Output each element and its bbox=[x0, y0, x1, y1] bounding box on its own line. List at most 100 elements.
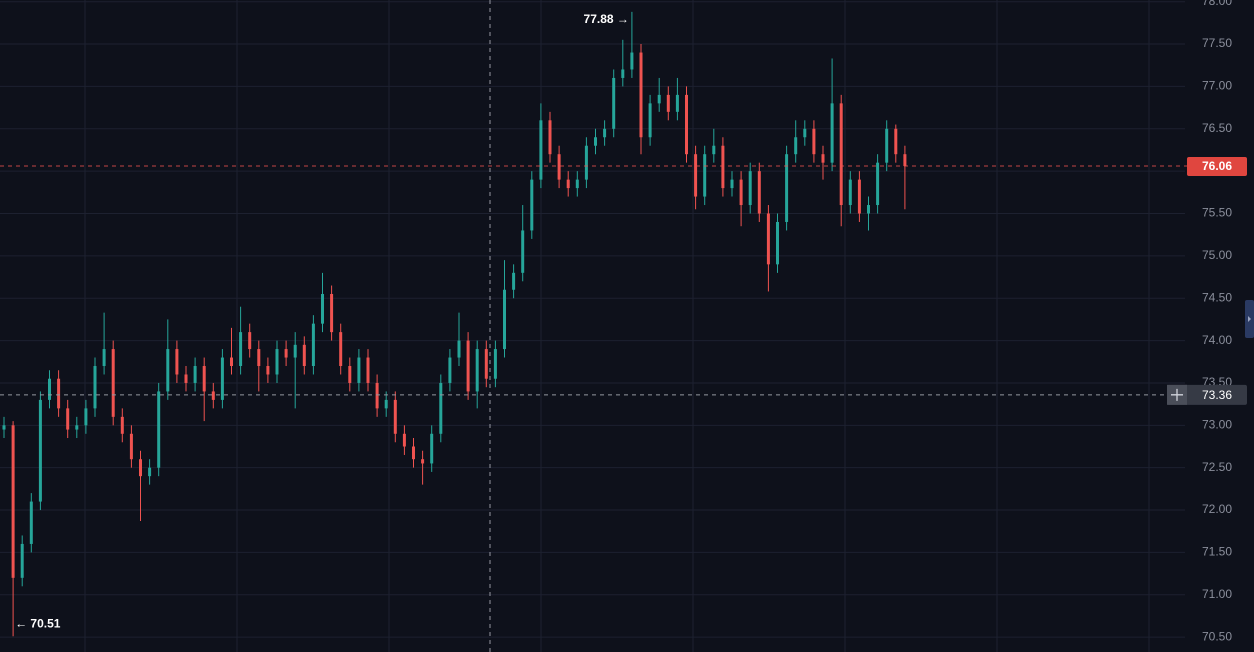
candle-body bbox=[84, 408, 88, 426]
candle-body bbox=[821, 154, 825, 163]
candle-body bbox=[903, 154, 907, 167]
candle-body bbox=[220, 357, 224, 400]
candle-body bbox=[184, 374, 188, 383]
candle-body bbox=[867, 205, 870, 214]
candle-body bbox=[129, 433, 133, 460]
candle-body bbox=[603, 128, 607, 138]
candle-body bbox=[157, 391, 161, 468]
candle-body bbox=[339, 332, 343, 367]
extreme-label: ← 70.51 bbox=[15, 616, 61, 630]
candle-body bbox=[803, 128, 807, 138]
candle-body bbox=[530, 179, 534, 231]
y-tick-label: 75.00 bbox=[1202, 248, 1232, 262]
last-price-badge bbox=[1187, 157, 1247, 177]
candle-body bbox=[493, 349, 497, 379]
candle-body bbox=[484, 349, 488, 379]
candle-body bbox=[776, 221, 779, 265]
candle-body bbox=[648, 103, 652, 138]
y-tick-label: 72.00 bbox=[1202, 502, 1232, 516]
candle-body bbox=[521, 230, 525, 273]
candle-body bbox=[357, 357, 361, 383]
candle-body bbox=[566, 179, 570, 189]
candle-body bbox=[639, 52, 643, 138]
candle-body bbox=[766, 213, 770, 265]
candle-body bbox=[248, 332, 252, 350]
y-tick-label: 76.50 bbox=[1202, 121, 1232, 135]
candle-body bbox=[230, 357, 233, 367]
candle-body bbox=[193, 366, 197, 383]
candle-body bbox=[439, 382, 443, 434]
candle-body bbox=[612, 77, 616, 129]
candle-body bbox=[384, 399, 388, 409]
candle-body bbox=[539, 120, 543, 180]
candle-body bbox=[457, 340, 461, 358]
candle-body bbox=[257, 349, 261, 367]
y-tick-label: 77.50 bbox=[1202, 36, 1232, 50]
candle-body bbox=[657, 94, 661, 104]
candle-body bbox=[2, 425, 6, 430]
candle-body bbox=[348, 366, 352, 383]
candle-body bbox=[730, 179, 734, 189]
y-tick-label: 75.50 bbox=[1202, 206, 1232, 220]
candle-body bbox=[412, 446, 415, 460]
candle-body bbox=[812, 128, 816, 155]
candle-body bbox=[694, 154, 698, 197]
y-tick-label: 74.00 bbox=[1202, 333, 1232, 347]
candle-body bbox=[402, 433, 406, 447]
candle-body bbox=[548, 120, 552, 155]
candle-body bbox=[266, 366, 270, 375]
last-price-label: 76.06 bbox=[1202, 159, 1232, 173]
candle-body bbox=[712, 145, 716, 155]
candle-body bbox=[148, 467, 152, 477]
candle-body bbox=[29, 501, 33, 544]
candle-body bbox=[38, 399, 42, 502]
candle-body bbox=[284, 349, 288, 358]
side-tab-arrow bbox=[1248, 316, 1251, 322]
candle-body bbox=[166, 349, 170, 392]
candle-body bbox=[594, 137, 597, 146]
candle-body bbox=[575, 179, 579, 189]
candle-body bbox=[430, 433, 434, 464]
candle-body bbox=[475, 349, 479, 392]
candle-body bbox=[20, 543, 24, 578]
candle-body bbox=[311, 323, 315, 367]
candle-body bbox=[666, 94, 670, 112]
candle-body bbox=[830, 103, 834, 163]
candle-body bbox=[211, 391, 215, 400]
candle-body bbox=[503, 289, 506, 350]
crosshair-label: 73.36 bbox=[1202, 388, 1232, 402]
y-tick-label: 78.00 bbox=[1202, 0, 1232, 8]
candle-body bbox=[703, 154, 707, 197]
candles bbox=[2, 11, 907, 637]
y-tick-label: 73.00 bbox=[1202, 417, 1232, 431]
candle-body bbox=[857, 179, 861, 214]
candle-body bbox=[11, 425, 15, 578]
candle-body bbox=[794, 137, 798, 155]
candle-body bbox=[848, 179, 852, 206]
candle-body bbox=[630, 52, 634, 70]
candle-body bbox=[748, 171, 752, 206]
candle-body bbox=[102, 349, 106, 367]
candle-body bbox=[621, 69, 625, 78]
candle-body bbox=[739, 179, 743, 206]
horizontal-grid bbox=[0, 1, 1185, 638]
candle-body bbox=[366, 357, 370, 383]
candle-body bbox=[330, 293, 334, 333]
candle-body bbox=[421, 459, 425, 464]
y-tick-label: 74.50 bbox=[1202, 290, 1232, 304]
candle-body bbox=[48, 378, 51, 400]
y-tick-label: 71.00 bbox=[1202, 587, 1232, 601]
candle-body bbox=[275, 349, 279, 375]
candle-body bbox=[894, 128, 898, 155]
candle-body bbox=[93, 366, 97, 409]
candle-body bbox=[139, 459, 142, 477]
candle-body bbox=[466, 340, 470, 392]
candle-body bbox=[675, 94, 679, 112]
candle-body bbox=[293, 344, 297, 358]
candle-body bbox=[876, 162, 880, 206]
candle-body bbox=[584, 145, 588, 180]
